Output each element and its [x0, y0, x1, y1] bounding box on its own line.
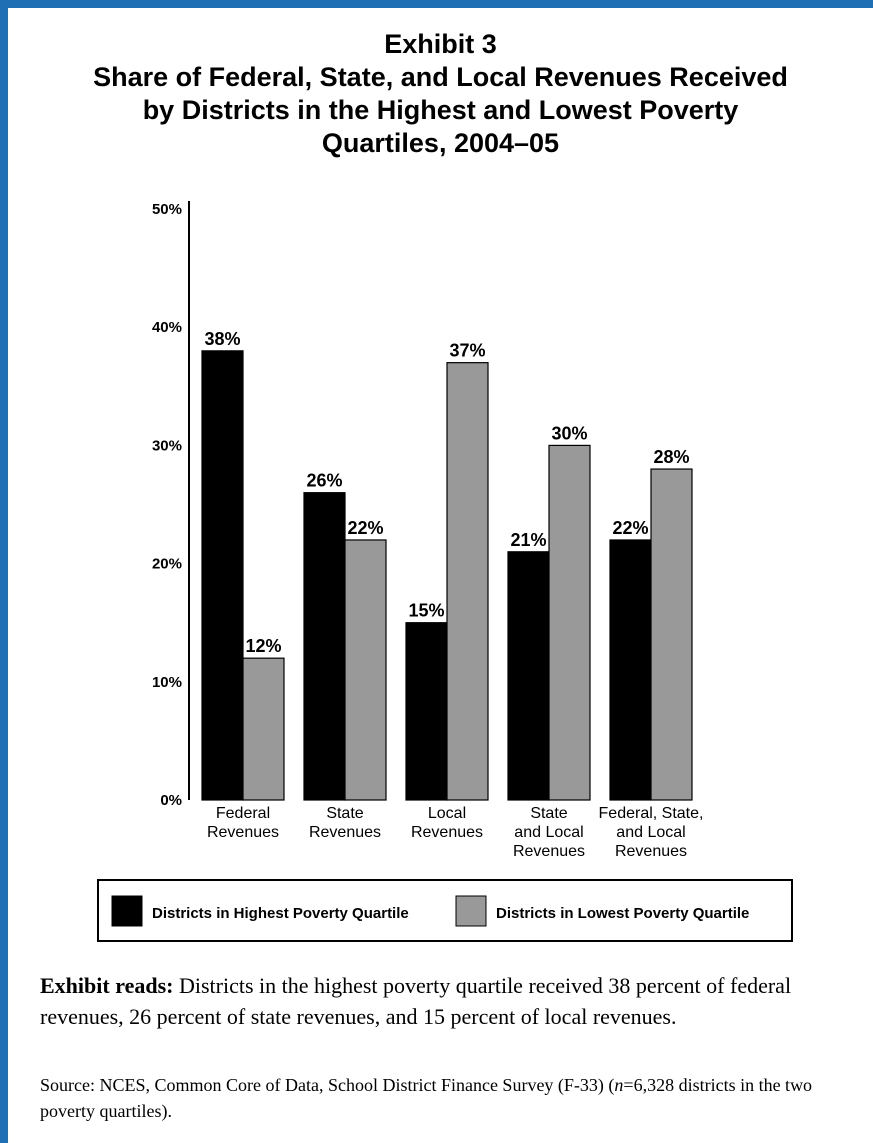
exhibit-reads-label: Exhibit reads: — [40, 973, 174, 998]
source-prefix: Source: NCES, Common Core of Data, Schoo… — [40, 1075, 615, 1095]
y-axis: 0% 10% 20% 30% 40% 50% — [152, 201, 190, 809]
data-label: 37% — [449, 341, 485, 361]
title-line: by Districts in the Highest and Lowest P… — [142, 95, 739, 125]
source-n: n — [614, 1075, 624, 1095]
bar-highest-poverty — [405, 622, 448, 801]
legend-label-lowest: Districts in Lowest Poverty Quartile — [496, 905, 749, 922]
legend: Districts in Highest Poverty Quartile Di… — [97, 879, 793, 942]
title-line: Exhibit 3 — [384, 29, 497, 59]
x-tick-label: and Local — [616, 824, 685, 841]
x-tick-label: Revenues — [411, 824, 483, 841]
data-label: 28% — [653, 447, 689, 467]
bar-chart: 0%10%20%30%40%50% 38%12%26%22%15%37%21%3… — [97, 201, 793, 942]
exhibit-reads: Exhibit reads: Districts in the highest … — [40, 970, 840, 1032]
bar-highest-poverty — [507, 551, 550, 801]
source-note: Source: NCES, Common Core of Data, Schoo… — [40, 1072, 860, 1124]
y-tick-label: 50% — [152, 201, 182, 218]
chart-title: Exhibit 3 Share of Federal, State, and L… — [8, 28, 873, 160]
x-tick-label: Revenues — [207, 824, 279, 841]
data-label: 22% — [347, 518, 383, 538]
x-tick-label: Revenues — [309, 824, 381, 841]
bar-lowest-poverty — [650, 468, 693, 801]
bar-lowest-poverty — [446, 362, 489, 801]
x-tick-label: Revenues — [513, 843, 585, 860]
y-tick-label: 0% — [160, 792, 182, 809]
source-suffix: =6,328 districts in the two poverty quar… — [40, 1075, 813, 1121]
legend-swatch-highest — [111, 895, 143, 927]
title-line: Quartiles, 2004–05 — [321, 128, 560, 158]
x-tick-label: Revenues — [615, 843, 687, 860]
data-label: 38% — [204, 329, 240, 349]
x-tick-label: and Local — [514, 824, 583, 841]
data-label: 21% — [510, 530, 546, 550]
bars: 38% 12% 26% 22% 15% 37% 21% 30% 22% 28% — [201, 329, 693, 801]
y-tick-label: 30% — [152, 437, 182, 454]
x-tick-label: State — [530, 805, 567, 822]
data-label: 12% — [245, 636, 281, 656]
bar-lowest-poverty — [548, 444, 591, 801]
legend-label-highest: Districts in Highest Poverty Quartile — [152, 905, 409, 922]
data-label: 22% — [612, 518, 648, 538]
bar-highest-poverty — [303, 492, 346, 801]
x-tick-label: Federal — [216, 805, 270, 822]
exhibit-reads-text: Districts in the highest poverty quartil… — [40, 973, 792, 1029]
y-tick-label: 20% — [152, 556, 182, 573]
x-tick-label: Federal, State, — [599, 805, 704, 822]
x-tick-label: Local — [428, 805, 466, 822]
data-label: 15% — [408, 601, 444, 621]
bar-highest-poverty — [201, 350, 244, 801]
bar-lowest-poverty — [344, 539, 387, 801]
data-label: 26% — [306, 471, 342, 491]
y-tick-label: 40% — [152, 319, 182, 336]
bar-lowest-poverty — [242, 657, 285, 801]
x-tick-label: State — [326, 805, 363, 822]
bar-highest-poverty — [609, 539, 652, 801]
legend-swatch-lowest — [455, 895, 487, 927]
title-line: Share of Federal, State, and Local Reven… — [93, 62, 788, 92]
x-axis-labels: Federal Revenues State Revenues Local Revenue… — [207, 805, 704, 860]
legend-box — [97, 879, 793, 942]
data-label: 30% — [551, 423, 587, 443]
y-tick-label: 10% — [152, 674, 182, 691]
